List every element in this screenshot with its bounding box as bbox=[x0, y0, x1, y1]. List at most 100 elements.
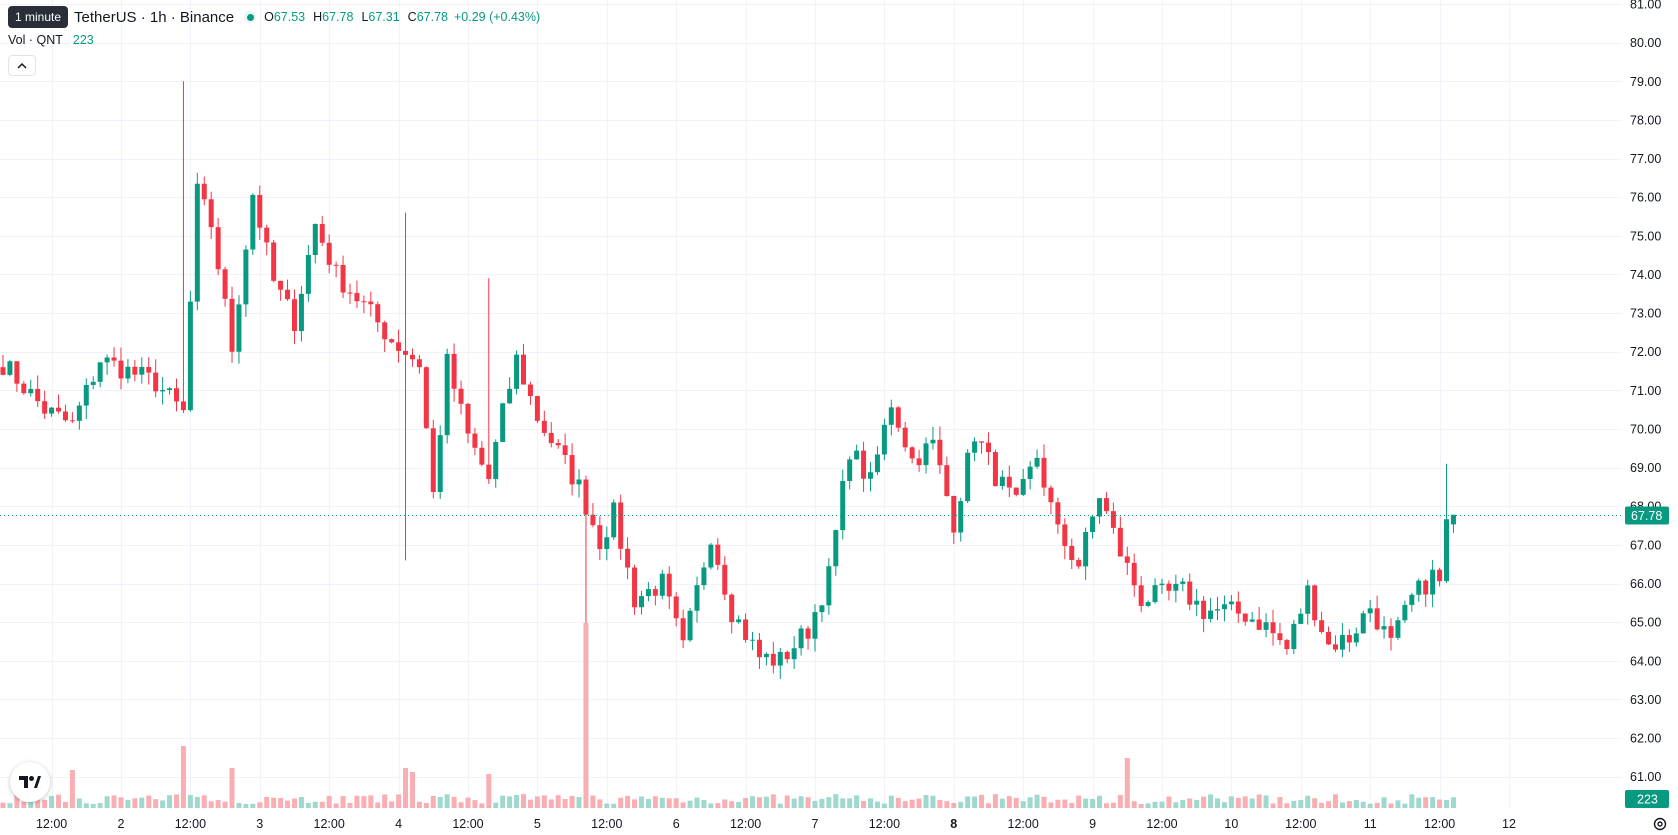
candle-body[interactable] bbox=[562, 445, 568, 455]
candle-body[interactable] bbox=[930, 439, 936, 444]
candle-body[interactable] bbox=[652, 589, 658, 596]
candle-body[interactable] bbox=[180, 401, 186, 411]
candle-body[interactable] bbox=[805, 628, 811, 639]
candle-body[interactable] bbox=[458, 388, 464, 404]
candle-body[interactable] bbox=[479, 447, 485, 465]
candle-body[interactable] bbox=[1388, 626, 1394, 638]
candle-body[interactable] bbox=[69, 420, 75, 422]
collapse-legend-button[interactable] bbox=[8, 55, 36, 76]
candle-body[interactable] bbox=[118, 360, 124, 379]
candle-body[interactable] bbox=[194, 183, 200, 302]
candle-body[interactable] bbox=[743, 619, 749, 640]
candle-body[interactable] bbox=[1221, 604, 1227, 610]
candle-body[interactable] bbox=[90, 381, 96, 385]
candle-body[interactable] bbox=[333, 264, 339, 266]
candle-body[interactable] bbox=[444, 353, 450, 436]
candle-body[interactable] bbox=[708, 544, 714, 568]
candle-body[interactable] bbox=[1020, 478, 1026, 495]
candle-body[interactable] bbox=[736, 619, 742, 623]
candle-body[interactable] bbox=[1069, 545, 1075, 561]
candle-body[interactable] bbox=[1305, 585, 1311, 614]
candle-body[interactable] bbox=[590, 514, 596, 526]
candle-body[interactable] bbox=[146, 367, 152, 373]
candle-body[interactable] bbox=[354, 293, 360, 302]
candle-body[interactable] bbox=[1090, 516, 1096, 533]
candle-body[interactable] bbox=[1055, 502, 1061, 525]
candle-body[interactable] bbox=[236, 304, 242, 352]
candle-body[interactable] bbox=[632, 567, 638, 608]
candle-body[interactable] bbox=[784, 651, 790, 660]
candle-body[interactable] bbox=[1367, 608, 1373, 614]
candle-body[interactable] bbox=[104, 357, 110, 363]
candle-body[interactable] bbox=[826, 566, 832, 606]
candle-body[interactable] bbox=[958, 501, 964, 533]
candle-body[interactable] bbox=[645, 589, 651, 597]
candle-body[interactable] bbox=[160, 390, 166, 392]
candle-body[interactable] bbox=[1444, 519, 1450, 582]
candle-body[interactable] bbox=[854, 450, 860, 460]
candle-body[interactable] bbox=[340, 264, 346, 293]
candle-body[interactable] bbox=[1062, 524, 1068, 546]
candle-body[interactable] bbox=[1270, 622, 1276, 634]
candle-body[interactable] bbox=[291, 299, 297, 332]
candle-body[interactable] bbox=[1208, 610, 1214, 620]
candle-body[interactable] bbox=[298, 293, 304, 332]
candle-body[interactable] bbox=[125, 366, 131, 379]
candle-body[interactable] bbox=[763, 653, 769, 658]
candle-body[interactable] bbox=[1360, 613, 1366, 634]
candle-body[interactable] bbox=[881, 424, 887, 455]
candle-body[interactable] bbox=[1103, 498, 1109, 512]
candle-body[interactable] bbox=[979, 441, 985, 443]
candle-body[interactable] bbox=[76, 405, 82, 421]
candle-body[interactable] bbox=[923, 443, 929, 466]
candle-body[interactable] bbox=[1402, 604, 1408, 621]
candle-body[interactable] bbox=[1430, 569, 1436, 595]
candle-body[interactable] bbox=[888, 407, 894, 425]
candle-body[interactable] bbox=[83, 384, 89, 406]
candle-body[interactable] bbox=[250, 194, 256, 250]
candle-body[interactable] bbox=[944, 465, 950, 496]
candle-body[interactable] bbox=[999, 476, 1005, 487]
candle-body[interactable] bbox=[389, 339, 395, 343]
candle-body[interactable] bbox=[1048, 487, 1054, 503]
candle-body[interactable] bbox=[139, 367, 145, 375]
candle-body[interactable] bbox=[1409, 594, 1415, 605]
candle-body[interactable] bbox=[812, 612, 818, 639]
candle-body[interactable] bbox=[791, 648, 797, 660]
candle-body[interactable] bbox=[1291, 623, 1297, 650]
candle-body[interactable] bbox=[1312, 585, 1318, 621]
candle-body[interactable] bbox=[659, 573, 665, 596]
candle-body[interactable] bbox=[861, 450, 867, 479]
candle-body[interactable] bbox=[319, 224, 325, 243]
candle-body[interactable] bbox=[673, 596, 679, 619]
candle-body[interactable] bbox=[715, 544, 721, 565]
candle-body[interactable] bbox=[326, 242, 332, 265]
candle-body[interactable] bbox=[965, 452, 971, 502]
candle-body[interactable] bbox=[257, 194, 263, 228]
candle-body[interactable] bbox=[1374, 608, 1380, 630]
candle-body[interactable] bbox=[1083, 532, 1089, 567]
candle-body[interactable] bbox=[840, 481, 846, 531]
candle-body[interactable] bbox=[1166, 583, 1172, 591]
candle-body[interactable] bbox=[1263, 622, 1269, 630]
candle-body[interactable] bbox=[611, 502, 617, 538]
candle-body[interactable] bbox=[770, 653, 776, 666]
candle-body[interactable] bbox=[14, 361, 20, 384]
candle-body[interactable] bbox=[500, 403, 506, 442]
candle-body[interactable] bbox=[285, 289, 291, 300]
candle-body[interactable] bbox=[569, 454, 575, 485]
candle-body[interactable] bbox=[375, 304, 381, 323]
candle-body[interactable] bbox=[430, 428, 436, 493]
candle-body[interactable] bbox=[1346, 635, 1352, 643]
candle-body[interactable] bbox=[132, 366, 138, 375]
candle-body[interactable] bbox=[1242, 613, 1248, 622]
candle-body[interactable] bbox=[1235, 601, 1241, 614]
candle-body[interactable] bbox=[35, 388, 41, 402]
candle-body[interactable] bbox=[1076, 560, 1082, 567]
candle-body[interactable] bbox=[361, 301, 367, 303]
candle-body[interactable] bbox=[451, 353, 457, 389]
candle-body[interactable] bbox=[1173, 583, 1179, 591]
candle-body[interactable] bbox=[874, 454, 880, 473]
candle-body[interactable] bbox=[97, 362, 103, 382]
candle-body[interactable] bbox=[666, 573, 672, 597]
